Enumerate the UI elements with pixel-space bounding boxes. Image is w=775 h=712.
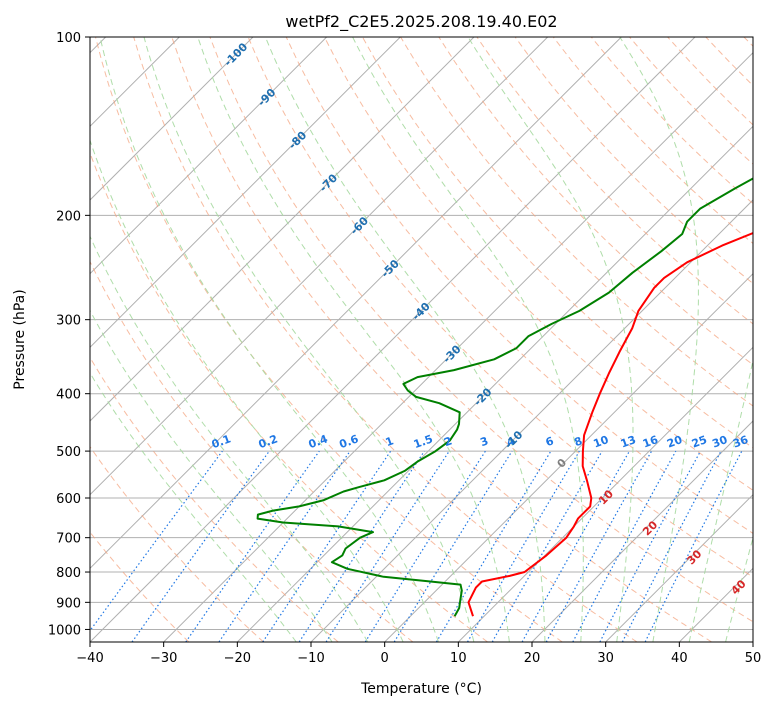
x-axis-title: Temperature (°C) [360, 681, 482, 697]
y-tick-label: 200 [56, 209, 81, 224]
y-axis-title: Pressure (hPa) [12, 289, 28, 389]
x-tick-label: −10 [297, 651, 324, 666]
y-tick-label: 1000 [48, 623, 81, 638]
x-tick-label: 30 [597, 651, 614, 666]
y-tick-label: 500 [56, 445, 81, 460]
y-tick-label: 400 [56, 388, 81, 403]
y-tick-label: 600 [56, 492, 81, 507]
x-tick-label: 10 [450, 651, 467, 666]
y-tick-label: 900 [56, 596, 81, 611]
chart-title: wetPf2_C2E5.2025.208.19.40.E02 [285, 12, 557, 32]
y-tick-label: 100 [56, 31, 81, 46]
x-tick-label: −40 [76, 651, 103, 666]
x-tick-label: 20 [524, 651, 541, 666]
y-tick-label: 300 [56, 314, 81, 329]
y-tick-label: 800 [56, 566, 81, 581]
y-tick-label: 700 [56, 532, 81, 547]
x-tick-label: 40 [671, 651, 688, 666]
x-tick-label: 0 [381, 651, 389, 666]
x-tick-label: −30 [150, 651, 177, 666]
x-tick-label: −20 [224, 651, 251, 666]
x-tick-label: 50 [745, 651, 762, 666]
